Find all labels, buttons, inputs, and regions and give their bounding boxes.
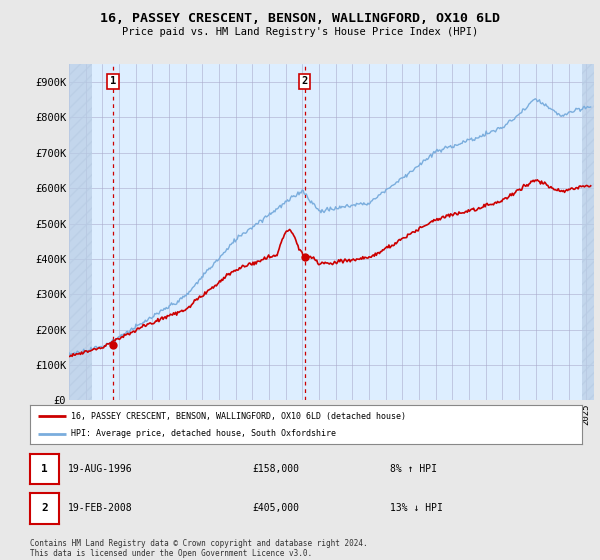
Text: 1: 1 <box>110 76 116 86</box>
Text: Price paid vs. HM Land Registry's House Price Index (HPI): Price paid vs. HM Land Registry's House … <box>122 27 478 37</box>
Text: 2: 2 <box>41 503 48 513</box>
Text: 16, PASSEY CRESCENT, BENSON, WALLINGFORD, OX10 6LD: 16, PASSEY CRESCENT, BENSON, WALLINGFORD… <box>100 12 500 25</box>
Text: Contains HM Land Registry data © Crown copyright and database right 2024.
This d: Contains HM Land Registry data © Crown c… <box>30 539 368 558</box>
Bar <box>583 64 594 400</box>
Text: 16, PASSEY CRESCENT, BENSON, WALLINGFORD, OX10 6LD (detached house): 16, PASSEY CRESCENT, BENSON, WALLINGFORD… <box>71 412 406 421</box>
Text: 19-AUG-1996: 19-AUG-1996 <box>68 464 133 474</box>
Text: HPI: Average price, detached house, South Oxfordshire: HPI: Average price, detached house, Sout… <box>71 430 337 438</box>
Text: 8% ↑ HPI: 8% ↑ HPI <box>390 464 437 474</box>
Text: 2: 2 <box>301 76 308 86</box>
Text: 19-FEB-2008: 19-FEB-2008 <box>68 503 133 513</box>
Text: £405,000: £405,000 <box>252 503 299 513</box>
Text: 1: 1 <box>41 464 48 474</box>
Text: £158,000: £158,000 <box>252 464 299 474</box>
Bar <box>69 64 92 400</box>
Text: 13% ↓ HPI: 13% ↓ HPI <box>390 503 443 513</box>
